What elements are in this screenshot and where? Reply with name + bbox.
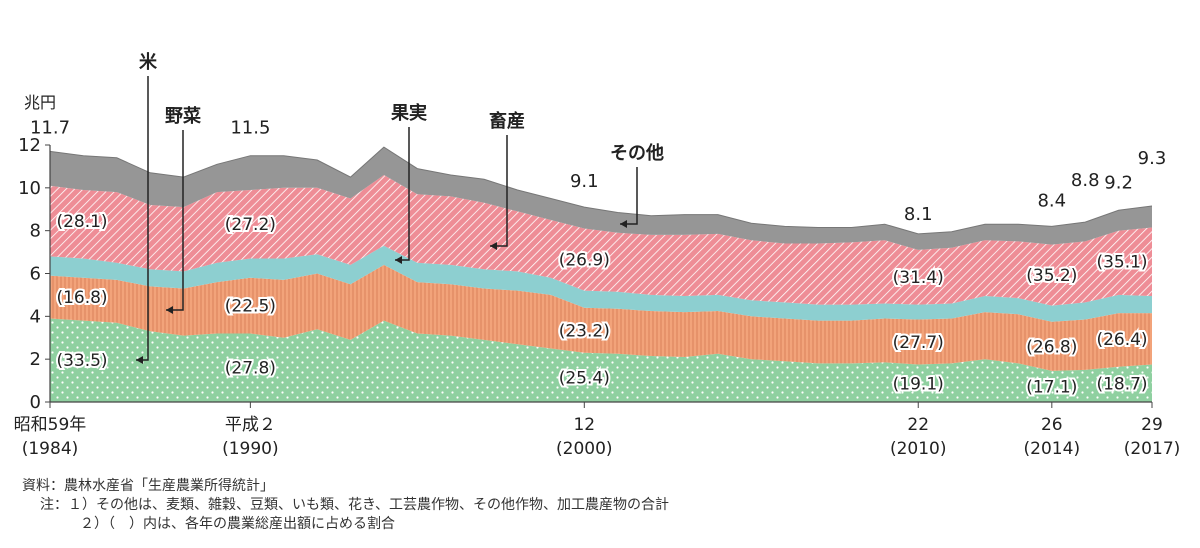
share-label-text: (23.2) bbox=[559, 321, 610, 341]
share-label-livestock: (31.4) bbox=[891, 266, 946, 290]
x-tick-year-label: (1990) bbox=[222, 439, 279, 459]
series-label-text: 米 bbox=[139, 51, 158, 73]
share-label-vegetables: (22.5) bbox=[223, 295, 278, 319]
share-label-text: (26.9) bbox=[559, 251, 610, 271]
share-label-text: (25.4) bbox=[559, 368, 610, 388]
share-label-vegetables: (16.8) bbox=[54, 286, 109, 310]
share-label-livestock: (27.2) bbox=[223, 213, 278, 237]
share-label-text: (27.7) bbox=[893, 333, 944, 353]
x-tick-label: 22 bbox=[907, 415, 929, 435]
x-tick-label: 26 bbox=[1041, 415, 1063, 435]
share-label-text: (35.1) bbox=[1096, 253, 1147, 273]
series-label-text: 畜産 bbox=[489, 110, 525, 132]
leader-arrow-icon bbox=[620, 220, 627, 228]
x-tick-year-label: (2014) bbox=[1024, 439, 1081, 459]
area-vegetables bbox=[50, 264, 1152, 371]
total-value-label: 8.8 bbox=[1071, 170, 1100, 191]
share-label-text: (26.4) bbox=[1096, 330, 1147, 350]
note-1: 注：１）その他は、麦類、雑穀、豆類、いも類、花き、工芸農作物、その他作物、加工農… bbox=[40, 497, 670, 513]
share-label-rice: (27.8) bbox=[223, 357, 278, 381]
share-label-livestock: (26.9) bbox=[557, 249, 612, 273]
share-label-text: (27.8) bbox=[225, 359, 276, 379]
share-label-rice: (19.1) bbox=[891, 372, 946, 396]
share-label-livestock: (28.1) bbox=[54, 210, 109, 234]
share-label-text: (17.1) bbox=[1026, 377, 1077, 397]
x-tick-year-label: (2010) bbox=[890, 439, 947, 459]
share-label-text: (33.5) bbox=[56, 351, 107, 371]
stacked-area-chart: 兆円 0 2 4 6 8 10 12 昭和59年 (1984) 平成２ (1990) 12 (2000… bbox=[14, 51, 1181, 459]
area-fruit bbox=[50, 245, 1152, 322]
share-label-livestock: (35.1) bbox=[1094, 251, 1149, 275]
note-2: ２）（ ）内は、各年の農業総産出額に占める割合 bbox=[80, 516, 395, 532]
series-label-other: その他 bbox=[610, 142, 664, 228]
share-label-text: (26.8) bbox=[1026, 337, 1077, 357]
share-label-text: (28.1) bbox=[56, 212, 107, 232]
total-value-label: 11.7 bbox=[30, 117, 70, 138]
share-label-text: (16.8) bbox=[56, 288, 107, 308]
share-label-vegetables: (26.4) bbox=[1094, 328, 1149, 352]
x-tick-label: 12 bbox=[573, 415, 595, 435]
y-tick-label: 12 bbox=[18, 135, 41, 156]
share-label-text: (19.1) bbox=[893, 374, 944, 394]
y-tick-label: 0 bbox=[30, 392, 41, 413]
share-label-livestock: (35.2) bbox=[1024, 264, 1079, 288]
x-ticks: 昭和59年 (1984) 平成２ (1990) 12 (2000) 22 (2010) 26 (2… bbox=[14, 402, 1181, 459]
share-label-text: (22.5) bbox=[225, 297, 276, 317]
y-tick-label: 6 bbox=[30, 264, 41, 285]
y-tick-label: 10 bbox=[18, 178, 41, 199]
y-tick-label: 8 bbox=[30, 221, 41, 242]
series-label-fruit: 果実 bbox=[390, 102, 427, 264]
area-other bbox=[50, 147, 1152, 250]
total-value-label: 9.3 bbox=[1138, 148, 1167, 169]
series-label-livestock: 畜産 bbox=[489, 110, 525, 250]
series-label-text: その他 bbox=[610, 142, 664, 164]
share-label-rice: (18.7) bbox=[1094, 372, 1149, 396]
total-value-label: 8.4 bbox=[1037, 190, 1066, 211]
x-tick-year-label: (2017) bbox=[1124, 439, 1181, 459]
leader-arrow-icon bbox=[490, 242, 497, 250]
share-label-text: (27.2) bbox=[225, 215, 276, 235]
share-label-vegetables: (23.2) bbox=[557, 319, 612, 343]
leader-arrow-icon bbox=[136, 356, 143, 364]
total-value-label: 8.1 bbox=[904, 204, 933, 225]
series-areas bbox=[49, 146, 1153, 402]
series-label-text: 果実 bbox=[390, 102, 427, 124]
share-label-rice: (25.4) bbox=[557, 366, 612, 390]
total-outline bbox=[49, 146, 1153, 235]
x-tick-year-label: (1984) bbox=[22, 439, 79, 459]
share-label-text: (31.4) bbox=[893, 268, 944, 288]
total-value-label: 9.2 bbox=[1104, 172, 1133, 193]
share-labels: (33.5) (16.8) (28.1) (27.8) (22.5) (27.2) (25.… bbox=[54, 210, 1149, 399]
y-tick-label: 2 bbox=[30, 349, 41, 370]
x-tick-label: 昭和59年 bbox=[14, 415, 87, 435]
series-label-rice: 米 bbox=[136, 51, 158, 364]
chart-notes: 資料：農林水産省「生産農業所得統計」 注：１）その他は、麦類、雑穀、豆類、いも類… bbox=[22, 477, 669, 534]
total-labels: 11.7 11.5 9.1 8.1 8.48.8 9.29.3 bbox=[30, 117, 1166, 224]
total-value-label: 11.5 bbox=[230, 118, 270, 139]
total-value-label: 9.1 bbox=[570, 171, 599, 192]
share-label-vegetables: (27.7) bbox=[891, 331, 946, 355]
share-label-text: (18.7) bbox=[1096, 374, 1147, 394]
area-rice bbox=[50, 318, 1152, 402]
share-label-rice: (33.5) bbox=[54, 349, 109, 373]
x-tick-year-label: (2000) bbox=[556, 439, 613, 459]
series-label-text: 野菜 bbox=[165, 106, 201, 127]
y-axis-unit: 兆円 bbox=[24, 93, 56, 112]
share-label-text: (35.2) bbox=[1026, 266, 1077, 286]
share-label-rice: (17.1) bbox=[1024, 375, 1079, 399]
y-ticks: 0 2 4 6 8 10 12 bbox=[18, 135, 50, 413]
y-tick-label: 4 bbox=[30, 306, 41, 327]
source-note: 資料：農林水産省「生産農業所得統計」 bbox=[22, 478, 274, 494]
share-label-vegetables: (26.8) bbox=[1024, 335, 1079, 359]
x-tick-label: 29 bbox=[1141, 415, 1163, 435]
leader-arrow-icon bbox=[395, 256, 402, 264]
area-livestock bbox=[50, 175, 1152, 306]
x-tick-label: 平成２ bbox=[225, 415, 276, 435]
series-label-vegetables: 野菜 bbox=[165, 106, 201, 314]
leader-arrow-icon bbox=[166, 306, 173, 314]
